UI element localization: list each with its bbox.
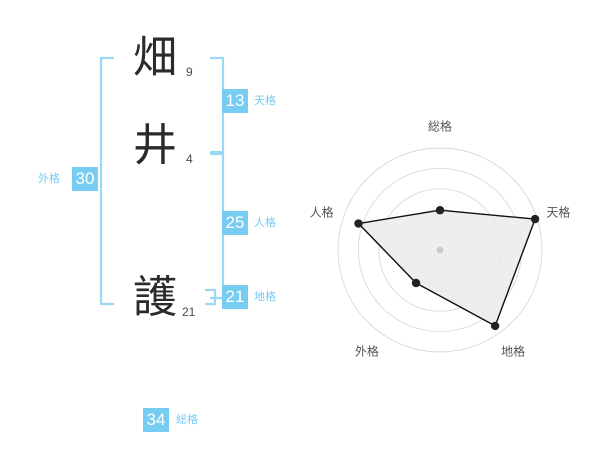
tenkaku-label: 天格 (254, 94, 276, 107)
soukaku-label: 総格 (176, 413, 198, 426)
radar-chart-svg (337, 147, 543, 353)
chikaku-label: 地格 (254, 290, 276, 303)
radar-data-point[interactable] (490, 321, 500, 331)
radar-series-outline (357, 209, 536, 327)
radar-chart: 総格天格地格 外格 人格 (300, 110, 590, 370)
name-character-3: 護 (133, 272, 177, 323)
radar-data-point[interactable] (435, 206, 445, 215)
tenkaku-value-badge[interactable]: 13 (222, 89, 248, 113)
soukaku-value-badge[interactable]: 34 (143, 408, 169, 432)
jinkaku-label: 人格 (254, 216, 276, 229)
radar-axis-label-1: 総格 (427, 119, 453, 134)
radar-axis-label-5: 人格 (309, 205, 334, 220)
radar-axis-label-2: 天格 (546, 205, 571, 220)
radar-center-dot (436, 246, 444, 254)
radar-grid-ring (337, 147, 543, 353)
radar-data-point[interactable] (411, 278, 421, 288)
radar-axis-label-4: 外格 (354, 344, 379, 359)
gaikaku-bracket (99, 56, 114, 306)
name-character-2: 井 (133, 120, 177, 171)
radar-series-area (358, 210, 536, 326)
stroke-count-3: 21 (182, 305, 196, 319)
chikaku-bracket (205, 288, 217, 306)
chikaku-value-badge[interactable]: 21 (222, 285, 248, 309)
name-character-1: 畑 (133, 32, 177, 83)
gaikaku-label: 外格 (38, 172, 60, 185)
stroke-count-1: 9 (186, 65, 193, 79)
radar-data-point[interactable] (530, 214, 540, 224)
radar-data-point[interactable] (354, 219, 363, 228)
radar-axis-label-3: 地格 (501, 344, 526, 359)
jinkaku-value-badge[interactable]: 25 (222, 211, 248, 235)
stroke-count-2: 4 (186, 152, 193, 166)
gaikaku-value-badge[interactable]: 30 (72, 167, 98, 191)
